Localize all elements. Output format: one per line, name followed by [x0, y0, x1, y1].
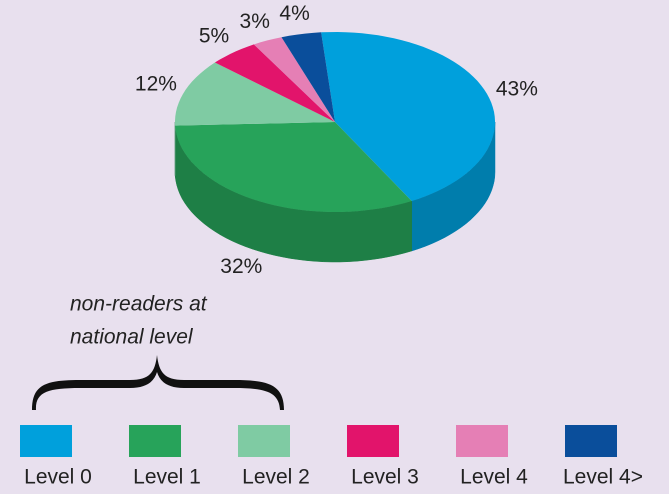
data-label: 12% — [135, 73, 177, 96]
pie-slice — [214, 44, 335, 122]
pie-slice — [281, 32, 335, 122]
legend-swatch — [565, 425, 617, 457]
data-label: 4% — [279, 2, 309, 25]
data-label: 32% — [220, 255, 262, 278]
legend-swatch — [456, 425, 508, 457]
pie-slice — [175, 122, 412, 212]
data-label: 3% — [240, 10, 270, 33]
pie-slice — [253, 37, 335, 123]
pie-slice — [321, 32, 495, 201]
annotation: national level — [70, 326, 194, 349]
legend-swatch — [129, 425, 181, 457]
legend-label: Level 1 — [133, 466, 201, 489]
legend-swatch — [20, 425, 72, 457]
legend-label: Level 2 — [242, 466, 310, 489]
brace — [32, 355, 284, 410]
data-label: 43% — [496, 78, 538, 101]
legend-swatch — [347, 425, 399, 457]
legend-label: Level 4 — [460, 466, 528, 489]
legend-label: Level 0 — [24, 466, 92, 489]
legend-swatch — [238, 425, 290, 457]
legend-label: Level 3 — [351, 466, 419, 489]
data-label: 5% — [199, 25, 229, 48]
legend-label: Level 4> — [563, 466, 643, 489]
pie-slice — [175, 62, 335, 126]
annotation: non-readers at — [70, 293, 208, 316]
